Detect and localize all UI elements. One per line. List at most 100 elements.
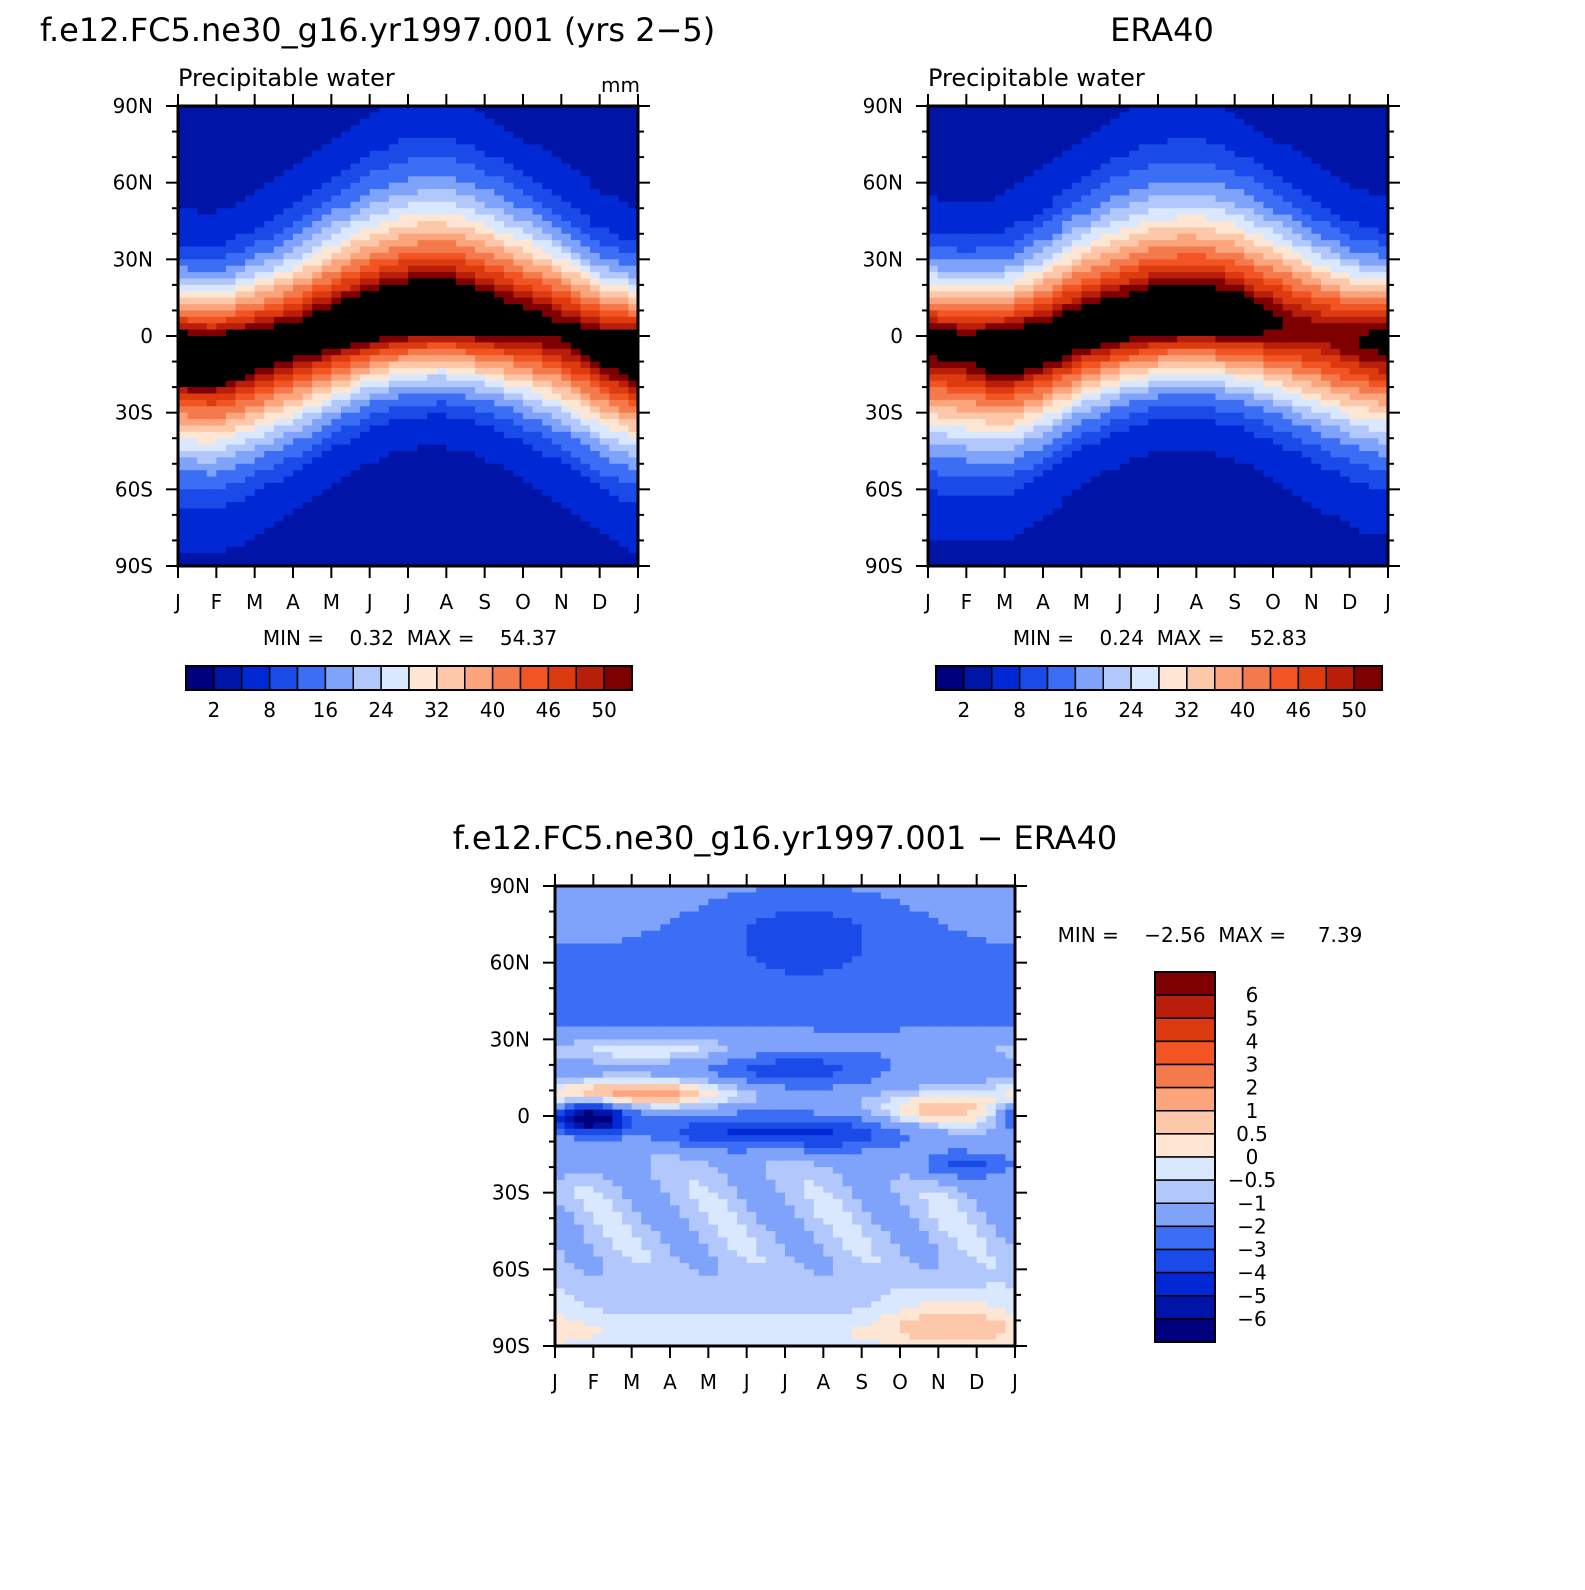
heatmap-cell: [1302, 144, 1312, 151]
heatmap-cell: [600, 221, 610, 228]
heatmap-cell: [178, 432, 188, 439]
heatmap-cell: [188, 304, 198, 311]
heatmap-cell: [398, 125, 408, 132]
heatmap-cell: [398, 176, 408, 183]
heatmap-cell: [485, 342, 495, 349]
heatmap-cell: [437, 221, 447, 228]
heatmap-cell: [303, 285, 313, 292]
heatmap-cell: [475, 112, 485, 119]
heatmap-cell: [590, 547, 600, 554]
heatmap-cell: [938, 215, 948, 222]
heatmap-cell: [312, 202, 322, 209]
heatmap-cell: [1244, 227, 1254, 234]
heatmap-cell: [966, 157, 976, 164]
heatmap-cell: [418, 310, 428, 317]
heatmap-cell: [322, 285, 332, 292]
heatmap-cell: [1043, 215, 1053, 222]
heatmap-cell: [1196, 227, 1206, 234]
heatmap-cell: [245, 368, 255, 375]
heatmap-cell: [1311, 259, 1321, 266]
heatmap-cell: [1187, 144, 1197, 151]
heatmap-cell: [995, 125, 1005, 132]
heatmap-cell: [466, 432, 476, 439]
heatmap-cell: [1120, 272, 1130, 279]
heatmap-cell: [1292, 240, 1302, 247]
heatmap-cell: [928, 240, 938, 247]
heatmap-cell: [523, 183, 533, 190]
heatmap-cell: [561, 304, 571, 311]
heatmap-cell: [1302, 195, 1312, 202]
heatmap-cell: [619, 419, 629, 426]
heatmap-cell: [188, 432, 198, 439]
heatmap-cell: [456, 112, 466, 119]
heatmap-cell: [581, 272, 591, 279]
heatmap-cell: [1168, 215, 1178, 222]
heatmap-cell: [456, 470, 466, 477]
heatmap-cell: [370, 266, 380, 273]
heatmap-cell: [513, 362, 523, 369]
heatmap-cell: [619, 445, 629, 452]
heatmap-cell: [255, 342, 265, 349]
heatmap-cell: [456, 534, 466, 541]
heatmap-cell: [351, 349, 361, 356]
heatmap-cell: [178, 553, 188, 560]
heatmap-cell: [331, 330, 341, 337]
heatmap-cell: [1120, 195, 1130, 202]
heatmap-cell: [274, 477, 284, 484]
heatmap-cell: [1359, 279, 1369, 286]
heatmap-cell: [1101, 202, 1111, 209]
heatmap-cell: [408, 521, 418, 528]
x-tick-label: J: [403, 590, 411, 614]
heatmap-cell: [1244, 138, 1254, 145]
heatmap-cell: [236, 259, 246, 266]
heatmap-cell: [427, 509, 437, 516]
heatmap-cell: [1206, 279, 1216, 286]
heatmap-cell: [1283, 151, 1293, 158]
heatmap-cell: [341, 381, 351, 388]
heatmap-cell: [178, 368, 188, 375]
heatmap-cell: [581, 304, 591, 311]
heatmap-cell: [437, 368, 447, 375]
heatmap-cell: [1254, 259, 1264, 266]
heatmap-cell: [581, 451, 591, 458]
heatmap-cell: [1331, 144, 1341, 151]
heatmap-cell: [1033, 202, 1043, 209]
heatmap-cell: [331, 349, 341, 356]
heatmap-cell: [552, 227, 562, 234]
heatmap-cell: [408, 132, 418, 139]
heatmap-cell: [1005, 189, 1015, 196]
heatmap-cell: [1350, 125, 1360, 132]
heatmap-cell: [1206, 221, 1216, 228]
heatmap-cell: [1158, 151, 1168, 158]
heatmap-cell: [1081, 279, 1091, 286]
heatmap-cell: [1225, 253, 1235, 260]
heatmap-cell: [255, 266, 265, 273]
heatmap-cell: [427, 157, 437, 164]
heatmap-cell: [609, 125, 619, 132]
heatmap-cell: [590, 298, 600, 305]
heatmap-cell: [379, 349, 389, 356]
heatmap-cell: [504, 400, 514, 407]
heatmap-cell: [1369, 259, 1379, 266]
heatmap-cell: [427, 279, 437, 286]
heatmap-cell: [322, 240, 332, 247]
heatmap-cell: [418, 298, 428, 305]
heatmap-cell: [303, 438, 313, 445]
heatmap-cell: [966, 291, 976, 298]
heatmap-cell: [1311, 164, 1321, 171]
heatmap-cell: [331, 170, 341, 177]
heatmap-cell: [236, 125, 246, 132]
heatmap-cell: [600, 285, 610, 292]
heatmap-cell: [600, 310, 610, 317]
heatmap-cell: [379, 266, 389, 273]
heatmap-cell: [398, 330, 408, 337]
heatmap-cell: [609, 189, 619, 196]
heatmap-cell: [1302, 221, 1312, 228]
heatmap-cell: [1235, 247, 1245, 254]
heatmap-cell: [351, 521, 361, 528]
heatmap-cell: [216, 208, 226, 215]
heatmap-cell: [456, 457, 466, 464]
heatmap-cell: [427, 445, 437, 452]
heatmap-cell: [1120, 157, 1130, 164]
heatmap-cell: [312, 355, 322, 362]
